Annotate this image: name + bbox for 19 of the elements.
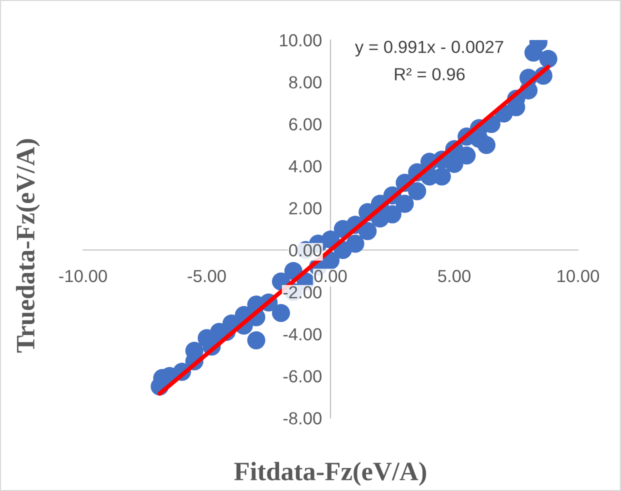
y-tick-label: -6.00 — [283, 370, 322, 382]
y-tick-label: 8.00 — [289, 76, 322, 88]
y-tick-label: -8.00 — [283, 412, 322, 424]
y-tick-label: -2.00 — [283, 286, 322, 298]
x-tick-label: -10.00 — [59, 270, 107, 282]
x-axis-title: Fitdata-Fz(eV/A) — [234, 462, 426, 486]
y-tick-label: 0.00 — [289, 244, 322, 256]
y-tick-label: -4.00 — [283, 328, 322, 340]
y-axis-title: Truedata-Fz(eV/A) — [16, 139, 40, 353]
x-tick-label: 10.00 — [558, 270, 600, 282]
x-tick-label: 5.00 — [438, 270, 470, 282]
y-tick-label: 10.00 — [280, 34, 322, 46]
annotation: y = 0.991x - 0.0027 — [354, 40, 504, 56]
y-tick-label: 4.00 — [288, 160, 322, 172]
y-tick-label: 6.00 — [289, 118, 322, 130]
y-tick-label: 2.00 — [289, 202, 322, 214]
annotation: R² = 0.96 — [394, 68, 465, 80]
x-tick-label: 0.00 — [314, 270, 347, 282]
x-tick-label: -5.00 — [188, 270, 226, 282]
